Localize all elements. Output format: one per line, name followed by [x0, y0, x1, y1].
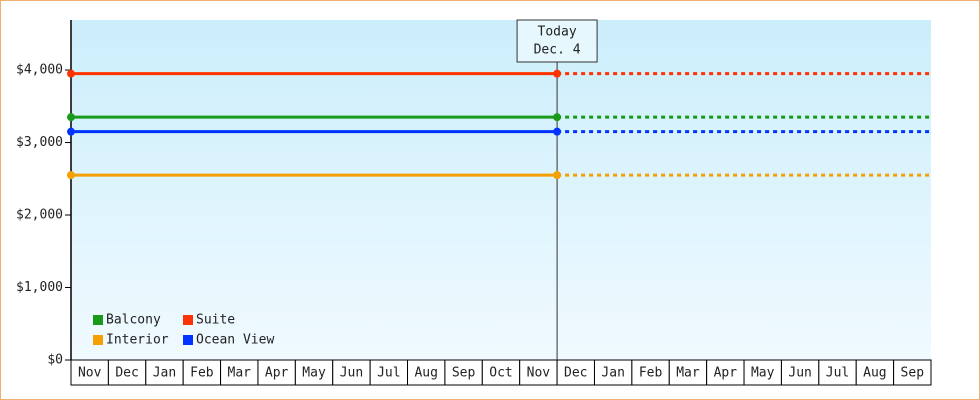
x-tick-label: Jul: [826, 366, 849, 381]
x-cell: [407, 359, 446, 386]
x-tick-label: Dec: [564, 366, 587, 381]
x-cell: [257, 359, 296, 386]
legend-swatch: [183, 335, 193, 345]
x-tick-label: Nov: [527, 366, 551, 381]
point: [553, 113, 562, 122]
y-tick-label: $2,000: [16, 208, 63, 223]
x-cell: [893, 359, 932, 386]
x-cell: [332, 359, 371, 386]
legend-swatch: [93, 315, 103, 325]
annotation: Dec. 4: [534, 43, 581, 58]
x-tick-label: Mar: [676, 366, 700, 381]
legend-label: Suite: [196, 313, 235, 328]
point: [553, 127, 562, 136]
x-tick-label: Aug: [863, 366, 886, 381]
x-tick-label: Jul: [377, 366, 400, 381]
point: [67, 69, 75, 78]
x-cell: [444, 359, 483, 386]
x-cell: [145, 359, 184, 386]
x-cell: [668, 359, 708, 386]
x-cell: [220, 359, 259, 386]
x-tick-label: Apr: [265, 366, 289, 381]
x-tick-label: Jan: [601, 366, 624, 381]
x-tick-label: Feb: [639, 366, 663, 381]
annotation: Today: [538, 25, 577, 40]
x-tick-label: Sep: [901, 366, 925, 381]
x-cell: [369, 359, 409, 386]
x-tick-label: Apr: [714, 366, 738, 381]
x-tick-label: Sep: [452, 366, 476, 381]
point: [553, 171, 562, 180]
x-tick-label: Feb: [190, 366, 214, 381]
legend-label: Balcony: [106, 313, 161, 328]
today-box: [516, 19, 598, 63]
legend-label: Ocean View: [196, 333, 274, 348]
x-tick-label: Aug: [414, 366, 437, 381]
x-cell: [519, 359, 558, 386]
legend-swatch: [183, 315, 193, 325]
x-cell: [481, 359, 521, 386]
y-tick-label: $1,000: [16, 280, 63, 295]
point: [67, 171, 75, 180]
legend-label: Interior: [106, 333, 169, 348]
x-tick-label: Dec: [115, 366, 138, 381]
legend-swatch: [93, 335, 103, 345]
x-tick-label: May: [302, 366, 326, 381]
x-tick-label: Mar: [228, 366, 252, 381]
x-tick-label: Oct: [489, 366, 512, 381]
x-cell: [631, 359, 670, 386]
x-cell: [855, 359, 895, 386]
point: [67, 113, 75, 122]
x-tick-label: May: [751, 366, 775, 381]
x-tick-label: Jan: [153, 366, 176, 381]
x-cell: [294, 359, 334, 386]
y-tick-label: $3,000: [16, 135, 63, 150]
x-tick-label: Jun: [788, 366, 811, 381]
x-tick-label: Jun: [340, 366, 363, 381]
point: [553, 69, 562, 78]
x-tick-label: Nov: [78, 366, 102, 381]
point: [67, 127, 75, 136]
y-tick-label: $0: [47, 353, 63, 368]
x-cell: [182, 359, 222, 386]
y-tick-label: $4,000: [16, 63, 63, 78]
plot-area: [71, 20, 931, 360]
